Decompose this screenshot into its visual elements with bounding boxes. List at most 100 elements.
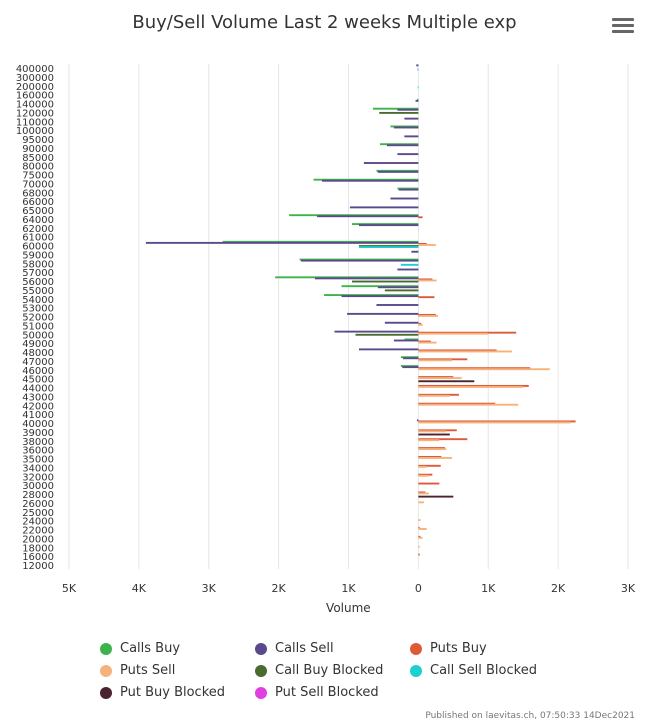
- bar[interactable]: [418, 358, 468, 361]
- bar[interactable]: [418, 402, 496, 405]
- bar[interactable]: [222, 240, 419, 243]
- bar[interactable]: [418, 448, 447, 451]
- bar[interactable]: [341, 295, 419, 298]
- bar[interactable]: [418, 216, 423, 219]
- legend-item[interactable]: Put Buy Blocked: [100, 685, 225, 700]
- credits-text[interactable]: Published on laevitas.ch, 07:50:33 14Dec…: [425, 711, 635, 721]
- bar[interactable]: [355, 333, 419, 336]
- bar[interactable]: [404, 338, 419, 341]
- bar[interactable]: [418, 474, 429, 477]
- bar[interactable]: [363, 162, 419, 164]
- bar[interactable]: [403, 357, 419, 360]
- bar[interactable]: [400, 365, 419, 368]
- bar[interactable]: [418, 464, 441, 467]
- bar[interactable]: [275, 276, 419, 279]
- bar[interactable]: [349, 206, 419, 209]
- bar[interactable]: [393, 339, 419, 342]
- bar[interactable]: [416, 64, 419, 67]
- bar[interactable]: [411, 250, 419, 253]
- bar[interactable]: [416, 419, 419, 422]
- bar[interactable]: [418, 376, 454, 378]
- bar[interactable]: [404, 117, 419, 120]
- bar[interactable]: [418, 359, 452, 362]
- bar[interactable]: [418, 491, 426, 494]
- bar[interactable]: [418, 313, 436, 316]
- bar[interactable]: [400, 356, 419, 359]
- bar[interactable]: [418, 433, 450, 436]
- bar[interactable]: [377, 286, 419, 289]
- bar[interactable]: [415, 99, 419, 102]
- legend-item[interactable]: Call Buy Blocked: [255, 663, 383, 678]
- bar[interactable]: [390, 197, 419, 200]
- bar[interactable]: [376, 304, 419, 306]
- bar[interactable]: [418, 438, 468, 441]
- bar[interactable]: [145, 241, 419, 244]
- bar[interactable]: [314, 277, 419, 280]
- bar[interactable]: [418, 535, 421, 538]
- bar[interactable]: [400, 263, 419, 266]
- bar[interactable]: [402, 366, 419, 369]
- bar[interactable]: [334, 330, 419, 333]
- bar[interactable]: [418, 420, 576, 423]
- bar[interactable]: [317, 215, 419, 218]
- bar[interactable]: [418, 455, 442, 458]
- bar[interactable]: [418, 536, 423, 539]
- bar[interactable]: [418, 278, 433, 281]
- bar[interactable]: [397, 268, 419, 271]
- bar[interactable]: [418, 439, 440, 442]
- bar[interactable]: [358, 348, 419, 351]
- bar[interactable]: [398, 188, 419, 191]
- bar[interactable]: [418, 545, 420, 548]
- bar[interactable]: [397, 187, 419, 190]
- bar[interactable]: [418, 323, 423, 326]
- bar[interactable]: [417, 86, 419, 89]
- bar[interactable]: [418, 393, 459, 396]
- legend-item[interactable]: Puts Sell: [100, 663, 175, 678]
- bar[interactable]: [377, 170, 419, 173]
- bar[interactable]: [347, 312, 419, 315]
- bar[interactable]: [313, 178, 419, 181]
- bar[interactable]: [397, 153, 419, 156]
- bar[interactable]: [299, 258, 419, 261]
- bar[interactable]: [417, 68, 419, 71]
- bar[interactable]: [418, 528, 427, 530]
- bar[interactable]: [418, 322, 422, 325]
- bar[interactable]: [418, 332, 489, 335]
- bar[interactable]: [386, 144, 419, 147]
- bar[interactable]: [384, 289, 419, 292]
- bar[interactable]: [358, 224, 419, 227]
- bar[interactable]: [418, 501, 424, 504]
- bar[interactable]: [390, 125, 419, 128]
- bar[interactable]: [300, 259, 419, 262]
- bar[interactable]: [418, 526, 420, 529]
- bar[interactable]: [416, 98, 419, 101]
- legend-item[interactable]: Put Sell Blocked: [255, 685, 379, 700]
- bar[interactable]: [324, 294, 419, 297]
- legend-item[interactable]: Calls Buy: [100, 641, 180, 656]
- bar[interactable]: [418, 430, 447, 433]
- bar[interactable]: [289, 214, 419, 217]
- bar[interactable]: [418, 331, 517, 334]
- bar[interactable]: [418, 384, 529, 387]
- bar[interactable]: [358, 245, 419, 247]
- bar[interactable]: [379, 143, 419, 146]
- bar[interactable]: [404, 135, 419, 138]
- bar[interactable]: [418, 368, 550, 371]
- bar[interactable]: [418, 340, 431, 343]
- bar[interactable]: [418, 279, 437, 282]
- legend-item[interactable]: Call Sell Blocked: [410, 663, 537, 678]
- bar[interactable]: [358, 246, 419, 249]
- bar[interactable]: [418, 377, 462, 380]
- bar[interactable]: [397, 108, 419, 111]
- bar[interactable]: [418, 492, 429, 495]
- bar[interactable]: [418, 394, 450, 397]
- bar[interactable]: [351, 280, 419, 283]
- bar[interactable]: [418, 421, 571, 424]
- bar[interactable]: [351, 223, 419, 226]
- bar[interactable]: [418, 350, 513, 353]
- bar[interactable]: [321, 179, 419, 182]
- bar[interactable]: [384, 321, 419, 324]
- bar[interactable]: [418, 403, 519, 406]
- bar[interactable]: [418, 457, 452, 459]
- bar[interactable]: [418, 465, 427, 468]
